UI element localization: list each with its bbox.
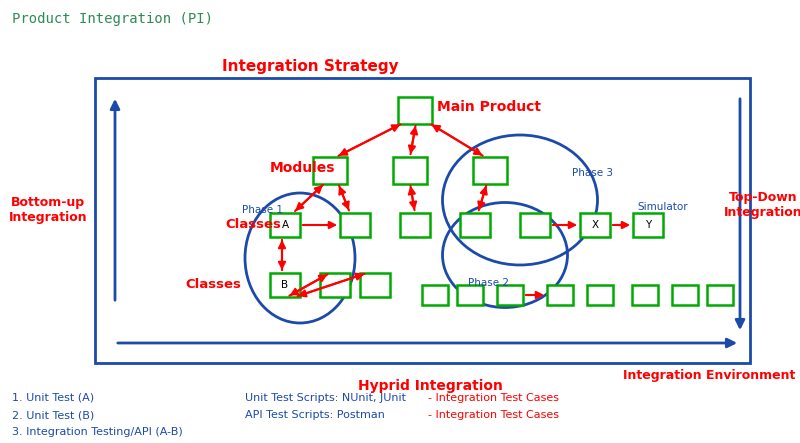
Bar xyxy=(460,213,490,237)
Text: B: B xyxy=(282,280,289,290)
Bar xyxy=(497,285,523,305)
Text: Phase 1: Phase 1 xyxy=(242,205,283,215)
Bar xyxy=(633,213,663,237)
Text: Phase 2: Phase 2 xyxy=(467,278,509,288)
Text: - Integration Test Cases: - Integration Test Cases xyxy=(428,410,559,420)
Text: 3. Integration Testing/API (A-B): 3. Integration Testing/API (A-B) xyxy=(12,427,182,437)
Text: Modules: Modules xyxy=(270,161,335,175)
Text: A: A xyxy=(282,220,289,230)
Bar xyxy=(400,213,430,237)
Text: 2. Unit Test (B): 2. Unit Test (B) xyxy=(12,410,94,420)
Text: Phase 3: Phase 3 xyxy=(572,168,613,178)
Bar xyxy=(547,285,573,305)
Bar xyxy=(672,285,698,305)
Text: Classes: Classes xyxy=(225,218,281,230)
Text: Top-Down
Integration: Top-Down Integration xyxy=(724,191,800,219)
Text: Product Integration (PI): Product Integration (PI) xyxy=(12,12,213,26)
Text: Unit Test Scripts: NUnit, JUnit: Unit Test Scripts: NUnit, JUnit xyxy=(245,393,406,403)
Text: X: X xyxy=(591,220,598,230)
Bar xyxy=(270,273,300,297)
Text: - Integration Test Cases: - Integration Test Cases xyxy=(428,393,559,403)
Text: API Test Scripts: Postman: API Test Scripts: Postman xyxy=(245,410,385,420)
Text: Classes: Classes xyxy=(185,277,241,291)
Text: Y: Y xyxy=(645,220,651,230)
Bar xyxy=(457,285,483,305)
Bar xyxy=(473,156,507,183)
Bar xyxy=(320,273,350,297)
Bar xyxy=(313,156,347,183)
Bar xyxy=(340,213,370,237)
Text: Bottom-up
Integration: Bottom-up Integration xyxy=(9,196,87,224)
Bar xyxy=(580,213,610,237)
Bar xyxy=(270,213,300,237)
Bar xyxy=(587,285,613,305)
Text: 1. Unit Test (A): 1. Unit Test (A) xyxy=(12,393,94,403)
Bar xyxy=(520,213,550,237)
Text: Integration Strategy: Integration Strategy xyxy=(222,59,398,74)
Text: Hyprid Integration: Hyprid Integration xyxy=(358,379,502,393)
Bar xyxy=(95,78,750,363)
Bar xyxy=(393,156,427,183)
Bar xyxy=(707,285,733,305)
Bar xyxy=(422,285,448,305)
Bar xyxy=(360,273,390,297)
Text: Simulator: Simulator xyxy=(637,202,688,212)
Bar xyxy=(632,285,658,305)
Text: Main Product: Main Product xyxy=(437,100,541,114)
Text: Integration Environment: Integration Environment xyxy=(622,369,795,382)
Bar xyxy=(398,97,432,124)
